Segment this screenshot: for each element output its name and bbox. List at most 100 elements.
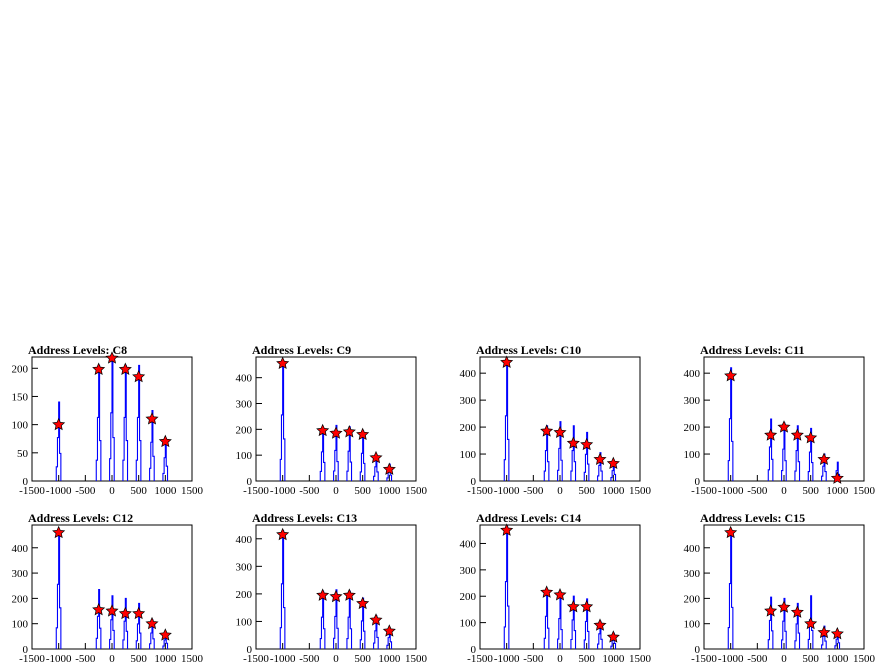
y-tick-label: 200 — [460, 422, 477, 434]
x-tick-label: 0 — [333, 653, 339, 665]
chart-title: Address Levels: C8 — [28, 343, 127, 357]
peak-marker — [724, 369, 738, 382]
y-tick-label: 300 — [460, 565, 477, 577]
histogram-peak — [149, 409, 155, 481]
x-tick-label: 0 — [557, 653, 563, 665]
y-tick-label: 400 — [12, 543, 29, 555]
chart-title: Address Levels: C10 — [476, 343, 581, 357]
y-tick-label: 50 — [17, 448, 29, 460]
peak-marker — [316, 588, 330, 601]
y-tick-label: 150 — [12, 391, 29, 403]
peak-marker — [593, 618, 607, 631]
x-tick-label: -1000 — [270, 653, 296, 665]
peak-marker — [132, 369, 146, 383]
y-tick-label: 0 — [695, 644, 701, 656]
peak-marker — [329, 589, 343, 603]
x-tick-label: -1000 — [270, 485, 296, 497]
histogram-peak — [503, 361, 510, 481]
peak-marker — [382, 624, 396, 637]
histogram-peak — [346, 590, 353, 649]
histogram-peak — [319, 427, 326, 481]
peak-marker — [52, 417, 66, 431]
x-tick-label: -500 — [523, 653, 544, 665]
histogram-peak — [359, 597, 366, 649]
peak-marker — [342, 425, 356, 438]
histogram-peak — [109, 595, 115, 649]
y-tick-label: 400 — [684, 543, 701, 555]
histogram-peak — [543, 589, 550, 649]
peak-marker — [369, 450, 383, 464]
chart-title: Address Levels: C11 — [700, 343, 804, 357]
histogram-peak — [807, 595, 814, 649]
peak-marker — [540, 585, 554, 598]
chart-title: Address Levels: C14 — [476, 511, 581, 525]
y-tick-label: 200 — [460, 591, 477, 603]
peak-marker — [804, 616, 818, 630]
y-tick-label: 100 — [12, 420, 29, 432]
y-tick-label: 200 — [12, 593, 29, 605]
histogram-peak — [333, 589, 339, 649]
x-tick-label: -1000 — [494, 653, 520, 665]
chart-panel: Address Levels: C9 0 100 200 300 400 -1500 -100… — [236, 343, 428, 497]
peak-marker — [92, 362, 106, 375]
y-tick-label: 200 — [236, 589, 253, 601]
histogram-peak — [122, 597, 129, 649]
histogram-peak — [503, 525, 510, 649]
peak-marker — [553, 425, 567, 439]
x-tick-label: -1500 — [19, 653, 45, 665]
y-tick-label: 300 — [684, 395, 701, 407]
x-tick-label: -500 — [75, 653, 96, 665]
chart-panel: Address Levels: C13 0 100 200 300 400 -1500 -10… — [236, 511, 428, 665]
peak-marker — [606, 630, 620, 643]
histogram-peak — [359, 430, 366, 481]
histogram-peak — [583, 598, 590, 649]
histogram-peak — [727, 529, 734, 649]
y-tick-label: 0 — [23, 476, 29, 488]
peak-marker — [92, 602, 106, 616]
chart-panel: Address Levels: C14 0 100 200 300 400 -1500 -10… — [460, 511, 652, 665]
x-tick-label: 1000 — [602, 485, 625, 497]
histogram-peak — [767, 418, 774, 481]
x-tick-label: 1500 — [629, 485, 652, 497]
histogram-peak — [781, 422, 787, 481]
chart-panel: Address Levels: C10 0 100 200 300 400 -1500 -10… — [460, 343, 652, 497]
y-tick-label: 100 — [236, 616, 253, 628]
x-tick-label: -1500 — [19, 485, 45, 497]
x-tick-label: 1000 — [826, 653, 849, 665]
x-tick-label: 1000 — [602, 653, 625, 665]
y-tick-label: 400 — [236, 534, 253, 546]
peak-marker — [356, 427, 370, 441]
y-tick-label: 100 — [684, 449, 701, 461]
peak-marker — [764, 428, 778, 441]
peak-marker — [276, 527, 290, 541]
peak-marker — [105, 604, 119, 617]
chart-panel: Address Levels: C11 0 100 200 300 400 -1500 -10… — [684, 343, 876, 497]
chart-panel: Address Levels: C12 0 100 200 300 400 -1500 -10… — [12, 511, 204, 665]
x-tick-label: 500 — [802, 485, 819, 497]
x-tick-label: -500 — [747, 485, 768, 497]
peak-marker — [118, 606, 132, 620]
y-tick-label: 400 — [684, 368, 701, 380]
x-tick-label: 0 — [557, 485, 563, 497]
chart-panel: Address Levels: C8 0 50 100 150 200 -1500 -1000… — [12, 343, 204, 497]
x-tick-label: -500 — [747, 653, 768, 665]
y-tick-label: 100 — [684, 619, 701, 631]
x-tick-label: 0 — [333, 485, 339, 497]
peak-marker — [817, 625, 831, 639]
peak-marker — [382, 462, 396, 475]
peak-marker — [764, 604, 778, 617]
y-tick-label: 400 — [460, 368, 477, 380]
y-tick-label: 100 — [236, 450, 253, 462]
x-tick-label: 500 — [802, 653, 819, 665]
peak-marker — [500, 355, 514, 368]
x-tick-label: 1500 — [853, 485, 876, 497]
y-tick-label: 0 — [247, 644, 253, 656]
histogram-peak — [279, 529, 286, 649]
peak-marker — [132, 606, 146, 620]
x-tick-label: -1500 — [467, 653, 493, 665]
x-tick-label: -500 — [299, 485, 320, 497]
x-tick-label: 0 — [781, 485, 787, 497]
x-tick-label: -1500 — [467, 485, 493, 497]
peak-marker — [145, 616, 159, 630]
x-tick-label: 1500 — [405, 653, 428, 665]
